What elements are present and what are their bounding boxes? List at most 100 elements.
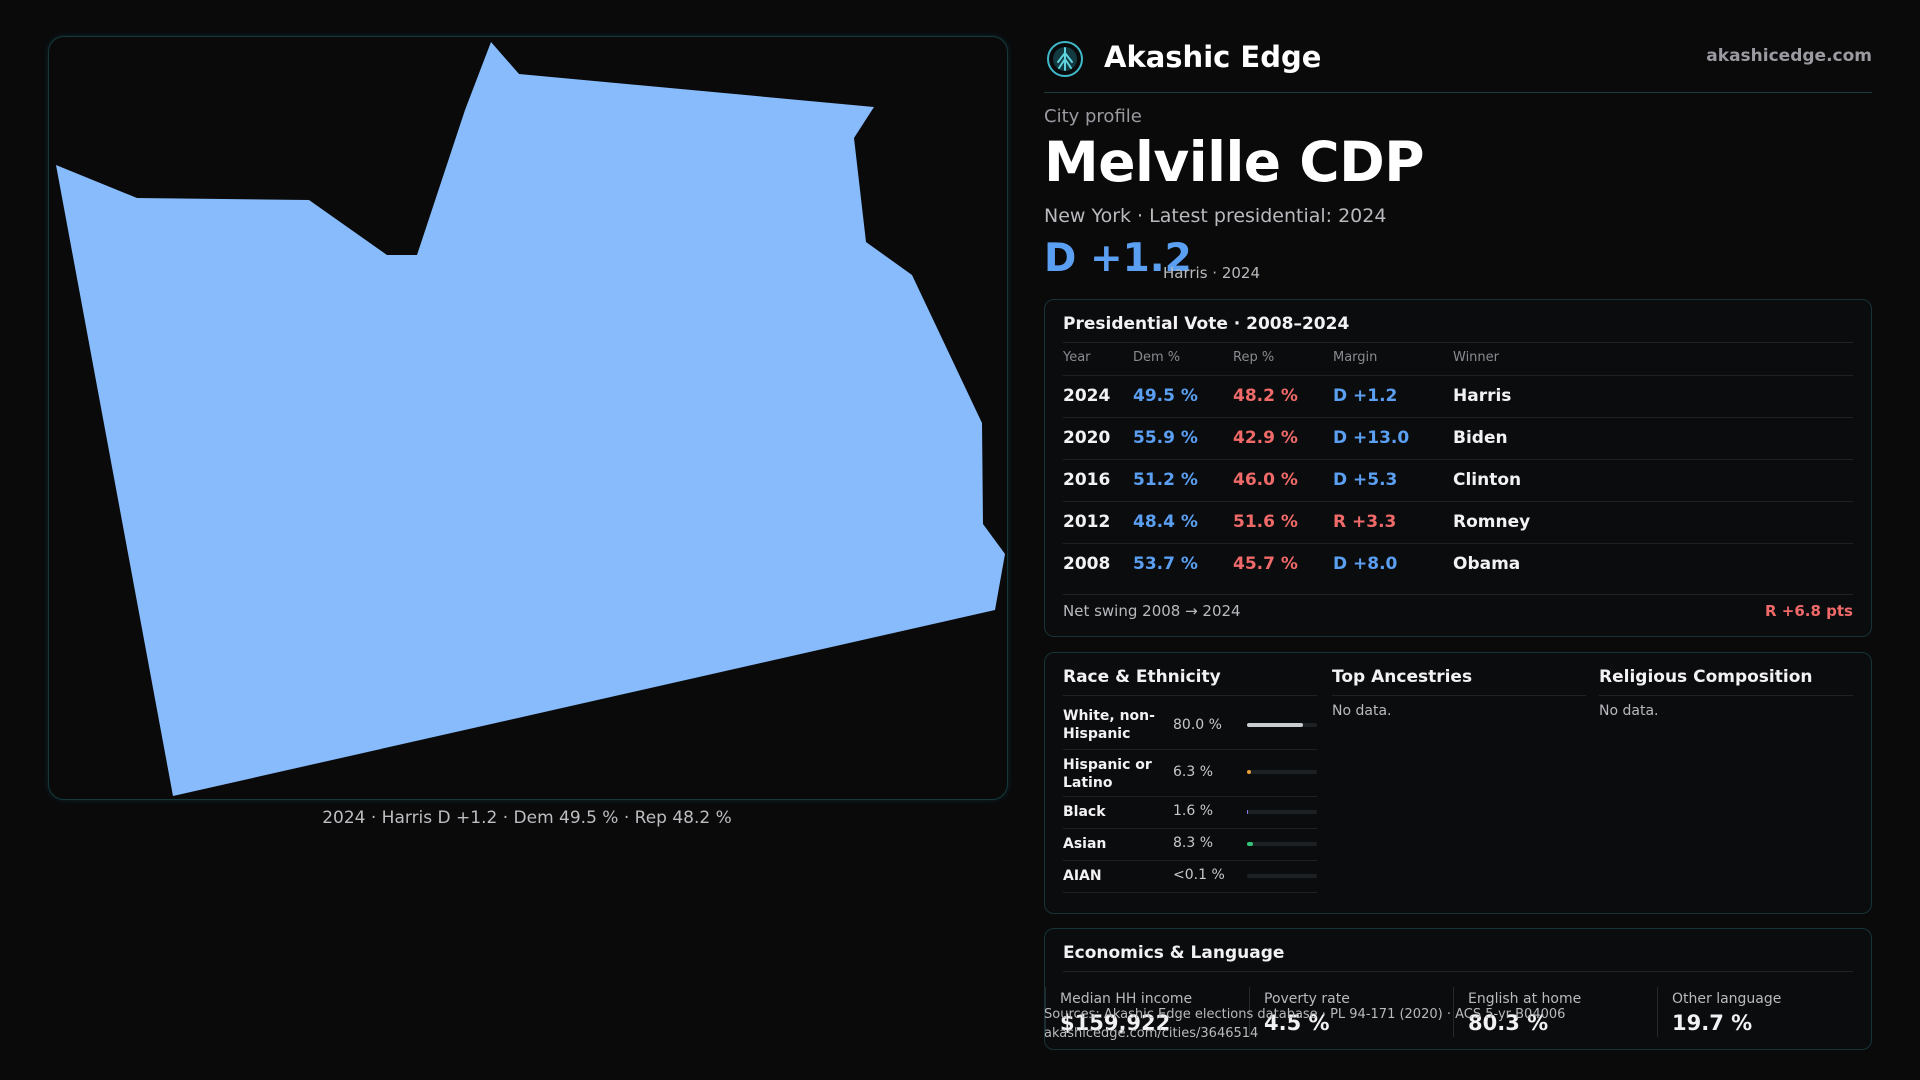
stat-label: Poverty rate <box>1264 991 1350 1007</box>
race-percent: <0.1 % <box>1173 867 1225 883</box>
dem-cell: 49.5 % <box>1133 386 1198 406</box>
stat-label: Other language <box>1672 991 1782 1007</box>
year-cell: 2012 <box>1063 512 1111 532</box>
race-name: AIAN <box>1063 868 1102 884</box>
winner-cell: Biden <box>1453 428 1508 448</box>
stat-value: 80.3 % <box>1468 1011 1549 1035</box>
no-data-text: No data. <box>1599 703 1659 719</box>
brand-name: Akashic Edge <box>1104 40 1322 74</box>
source-footnote: Sources: Akashic Edge elections database… <box>1044 1005 1565 1043</box>
rep-cell: 51.6 % <box>1233 512 1298 532</box>
stat-english-at-home: English at home 80.3 % <box>1453 987 1644 1037</box>
race-name: Asian <box>1063 836 1107 852</box>
stat-median-income: Median HH income $159,922 <box>1045 987 1236 1037</box>
section-title: Top Ancestries <box>1332 667 1473 687</box>
race-row: Asian 8.3 % <box>1063 829 1317 861</box>
margin-cell: R +3.3 <box>1333 512 1397 532</box>
stat-value: 19.7 % <box>1672 1011 1753 1035</box>
page-subtitle: New York · Latest presidential: 2024 <box>1044 205 1387 227</box>
rep-cell: 48.2 % <box>1233 386 1298 406</box>
no-data-text: No data. <box>1332 703 1392 719</box>
stat-label: Median HH income <box>1060 991 1193 1007</box>
winner-cell: Obama <box>1453 554 1521 574</box>
race-bar-fill <box>1247 770 1252 774</box>
race-name: Black <box>1063 804 1106 820</box>
dem-cell: 48.4 % <box>1133 512 1198 532</box>
stat-poverty-rate: Poverty rate 4.5 % <box>1249 987 1440 1037</box>
city-boundary-map[interactable] <box>48 36 1008 800</box>
source-line: Sources: Akashic Edge elections database… <box>1044 1007 1566 1022</box>
source-link[interactable]: akashicedge.com/cities/3646514 <box>1044 1026 1259 1041</box>
race-bar-track <box>1247 874 1317 878</box>
winner-cell: Clinton <box>1453 470 1522 490</box>
winner-cell: Romney <box>1453 512 1531 532</box>
table-row: 2020 55.9 % 42.9 % D +13.0 Biden <box>1063 417 1853 460</box>
table-row: 2016 51.2 % 46.0 % D +5.3 Clinton <box>1063 459 1853 502</box>
race-row: AIAN <0.1 % <box>1063 861 1317 893</box>
race-bar-fill <box>1247 723 1303 727</box>
margin-cell: D +8.0 <box>1333 554 1398 574</box>
stat-other-language: Other language 19.7 % <box>1657 987 1848 1037</box>
table-row: 2012 48.4 % 51.6 % R +3.3 Romney <box>1063 501 1853 544</box>
divider <box>1599 695 1853 696</box>
section-title: Religious Composition <box>1599 667 1813 687</box>
race-percent: 1.6 % <box>1173 803 1214 819</box>
column-header-year: Year <box>1063 350 1091 365</box>
race-row: White, non-Hispanic 80.0 % <box>1063 703 1317 750</box>
race-bar-track <box>1247 810 1317 814</box>
column-header-dem: Dem % <box>1133 350 1181 365</box>
divider <box>1332 695 1586 696</box>
race-name: White, non-Hispanic <box>1063 708 1155 742</box>
race-bar-fill <box>1247 810 1249 814</box>
race-bar-track <box>1247 770 1317 774</box>
race-percent: 8.3 % <box>1173 835 1214 851</box>
race-name: Hispanic or Latino <box>1063 757 1152 791</box>
margin-cell: D +13.0 <box>1333 428 1410 448</box>
margin-cell: D +1.2 <box>1333 386 1398 406</box>
page-eyebrow: City profile <box>1044 106 1142 127</box>
dem-cell: 53.7 % <box>1133 554 1198 574</box>
race-row: Black 1.6 % <box>1063 797 1317 829</box>
margin-cell: D +5.3 <box>1333 470 1398 490</box>
year-cell: 2020 <box>1063 428 1111 448</box>
divider <box>1063 971 1853 972</box>
stat-value: $159,922 <box>1060 1011 1171 1035</box>
rep-cell: 46.0 % <box>1233 470 1298 490</box>
dem-cell: 55.9 % <box>1133 428 1198 448</box>
column-header-margin: Margin <box>1333 350 1378 365</box>
net-swing-label: Net swing 2008 → 2024 <box>1063 602 1241 620</box>
winner-cell: Harris <box>1453 386 1512 406</box>
page-title: Melville CDP <box>1044 130 1425 194</box>
brand-header: Akashic Edge akashicedge.com <box>1044 36 1872 93</box>
year-cell: 2024 <box>1063 386 1111 406</box>
city-boundary-shape[interactable] <box>56 42 1005 796</box>
divider <box>1063 594 1853 595</box>
year-cell: 2008 <box>1063 554 1111 574</box>
stat-value: 4.5 % <box>1264 1011 1330 1035</box>
presidential-vote-card: Presidential Vote · 2008–2024 Year Dem %… <box>1044 299 1872 637</box>
map-caption: 2024 · Harris D +1.2 · Dem 49.5 % · Rep … <box>322 808 732 828</box>
stat-label: English at home <box>1468 991 1582 1007</box>
economics-language-card: Economics & Language Median HH income $1… <box>1044 928 1872 1050</box>
section-title: Race & Ethnicity <box>1063 667 1221 687</box>
rep-cell: 42.9 % <box>1233 428 1298 448</box>
column-header-winner: Winner <box>1453 350 1500 365</box>
year-cell: 2016 <box>1063 470 1111 490</box>
column-header-rep: Rep % <box>1233 350 1275 365</box>
race-percent: 6.3 % <box>1173 764 1214 780</box>
divider <box>1063 695 1317 696</box>
map-svg <box>56 42 1005 796</box>
table-row: 2024 49.5 % 48.2 % D +1.2 Harris <box>1063 375 1853 418</box>
race-bar-track <box>1247 723 1317 727</box>
card-title: Presidential Vote · 2008–2024 <box>1063 314 1350 334</box>
dem-cell: 51.2 % <box>1133 470 1198 490</box>
compass-tree-logo-icon <box>1047 41 1083 77</box>
race-bar-fill <box>1247 842 1253 846</box>
rep-cell: 45.7 % <box>1233 554 1298 574</box>
race-percent: 80.0 % <box>1173 717 1222 733</box>
demographics-card: Race & Ethnicity White, non-Hispanic 80.… <box>1044 652 1872 914</box>
card-title: Economics & Language <box>1063 943 1285 963</box>
race-row: Hispanic or Latino 6.3 % <box>1063 750 1317 797</box>
net-swing-value: R +6.8 pts <box>1765 602 1853 620</box>
brand-url-link[interactable]: akashicedge.com <box>1706 46 1872 66</box>
